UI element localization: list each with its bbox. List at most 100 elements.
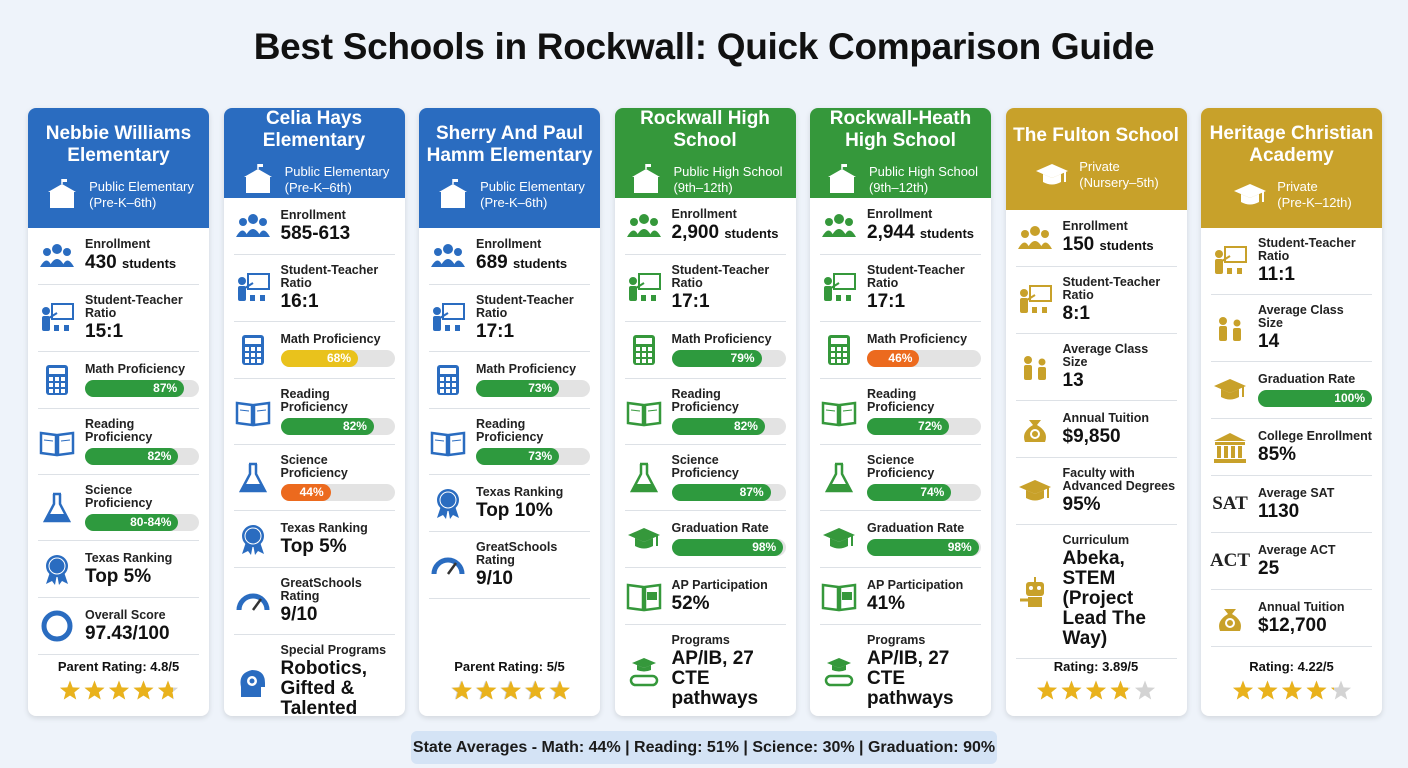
stat-icon <box>38 551 76 587</box>
stat-label: Reading Proficiency <box>476 417 544 444</box>
stat-text: College Enrollment 85% <box>1258 429 1372 465</box>
stat-icon <box>1211 429 1249 465</box>
rating-text: Parent Rating: 5/5 <box>454 659 565 674</box>
stat-icon <box>429 300 467 336</box>
school-name: Celia Hays Elementary <box>262 108 366 151</box>
stat-icon <box>820 654 858 690</box>
stars-filled <box>1036 680 1129 702</box>
progress-track: 98% <box>867 539 981 556</box>
stat-icon-svg <box>237 273 270 301</box>
type-icon <box>239 162 277 198</box>
stat-unit: students <box>512 256 568 271</box>
card-header: Celia Hays Elementary Public Elementary (P… <box>223 108 405 198</box>
stat-icon: SAT <box>1211 486 1249 522</box>
card-list: Nebbie Williams Elementary Public Element… <box>28 108 1382 716</box>
stat-icon-svg <box>235 401 270 426</box>
stat-icon <box>820 460 858 496</box>
stat-icon <box>625 460 663 496</box>
school-name: Rockwall-Heath High School <box>829 108 972 151</box>
progress-track: 87% <box>85 380 199 397</box>
stat-value-text: 41% <box>867 592 906 614</box>
stat-value: 1130 <box>1258 500 1372 522</box>
progress-label: 100% <box>1334 391 1365 405</box>
type-icon-svg <box>632 164 661 193</box>
stat-text: Average SAT 1130 <box>1258 486 1372 522</box>
type-icon-svg <box>243 164 272 193</box>
progress-fill: 100% <box>1258 390 1372 407</box>
stat-value-text: 1130 <box>1258 500 1300 522</box>
stat-text: Faculty with Advanced Degrees 95% <box>1063 467 1177 515</box>
stat-value: 585-613 <box>280 222 395 244</box>
stat-value: 9/10 <box>476 569 590 589</box>
stat-text: Average ACT 25 <box>1258 543 1372 579</box>
grades-label: (Nursery–5th) <box>1079 175 1159 190</box>
stat-icon-svg <box>431 557 465 575</box>
stat-label: Texas Ranking <box>85 550 173 565</box>
stat-row: Student-Teacher Ratio 17:1 <box>429 285 590 352</box>
stat-text: Student-Teacher Ratio 16:1 <box>281 264 395 312</box>
stat-text: Annual Tuition $12,700 <box>1258 600 1372 636</box>
stat-row: GreatSchools Rating 9/10 <box>429 532 590 599</box>
progress-label: 98% <box>947 540 972 554</box>
state-averages: State Averages - Math: 44% | Reading: 51… <box>411 731 997 764</box>
stat-value: 17:1 <box>867 292 981 312</box>
stat-value-text: 15:1 <box>85 321 124 342</box>
stat-row: Science Proficiency 74% <box>820 445 981 511</box>
stat-icon-svg <box>241 525 264 555</box>
stat-value: 16:1 <box>281 292 395 312</box>
progress-fill: 44% <box>280 484 331 501</box>
progress-track: 44% <box>280 484 395 501</box>
stat-text: Student-Teacher Ratio 8:1 <box>1063 276 1177 324</box>
stat-row: Texas Ranking Top 5% <box>38 541 199 598</box>
stat-value: 15:1 <box>85 322 199 342</box>
stat-icon <box>38 608 76 644</box>
stat-row: Graduation Rate 98% <box>624 511 786 568</box>
school-type: Public Elementary (Pre-K–6th) <box>43 177 194 213</box>
stat-icon-svg <box>433 303 465 331</box>
stat-value-text: 585-613 <box>280 222 351 244</box>
stat-icon <box>820 332 858 368</box>
stat-value-text: 14 <box>1258 331 1280 352</box>
stat-icon-svg <box>42 492 72 522</box>
stat-row: AP Participation 41% <box>820 568 981 625</box>
stat-row: Reading Proficiency 82% <box>233 379 395 445</box>
school-type: Private (Pre-K–12th) <box>1231 177 1352 213</box>
stat-label: Average Class Size <box>1062 342 1149 369</box>
type-text: Private (Pre-K–12th) <box>1277 179 1351 211</box>
progress-track: 87% <box>671 484 786 501</box>
type-label: Public High School <box>868 164 979 179</box>
stat-row: Student-Teacher Ratio 11:1 <box>1211 228 1372 295</box>
grades-label: (Pre-K–6th) <box>284 180 352 195</box>
rating-block: Rating: 3.89/5 <box>1016 659 1177 716</box>
type-text: Public High School (9th–12th) <box>673 164 782 196</box>
stat-unit: students <box>1099 238 1154 253</box>
stat-icon <box>625 208 663 244</box>
progress-fill: 98% <box>867 539 979 556</box>
stat-label: Student-Teacher Ratio <box>671 263 770 290</box>
stat-label: Average Class Size <box>1258 303 1344 330</box>
stat-icon-svg <box>626 214 661 237</box>
stat-icon-svg <box>822 214 856 237</box>
rating-stars <box>450 680 570 702</box>
stat-label: Enrollment <box>1062 219 1128 233</box>
stat-value: 14 <box>1258 332 1372 352</box>
stat-label: Student-Teacher Ratio <box>867 263 965 290</box>
stat-text: Science Proficiency 87% <box>671 454 786 501</box>
stat-label: Programs <box>671 633 730 647</box>
stat-value-text: Robotics, Gifted & Talented <box>280 658 368 717</box>
stat-text: Programs AP/IB, 27 CTE pathways <box>867 634 981 709</box>
rating-block: Parent Rating: 5/5 <box>429 659 590 716</box>
stat-row: Science Proficiency 80-84% <box>38 475 199 541</box>
stat-icon <box>429 485 467 521</box>
stat-value: 2,900 students <box>672 223 786 244</box>
stat-value-text: Abeka, STEM (Project Lead The Way) <box>1062 548 1146 649</box>
stat-label: Texas Ranking <box>476 484 564 499</box>
stat-icon <box>1016 411 1054 447</box>
progress-label: 98% <box>752 540 777 554</box>
stat-text: Reading Proficiency 82% <box>671 388 786 435</box>
stat-icon-svg <box>627 528 660 549</box>
stat-icon-svg <box>1019 285 1052 313</box>
rating-stars <box>1036 680 1156 702</box>
stat-row: Special Programs Robotics, Gifted & Talen… <box>234 635 395 716</box>
